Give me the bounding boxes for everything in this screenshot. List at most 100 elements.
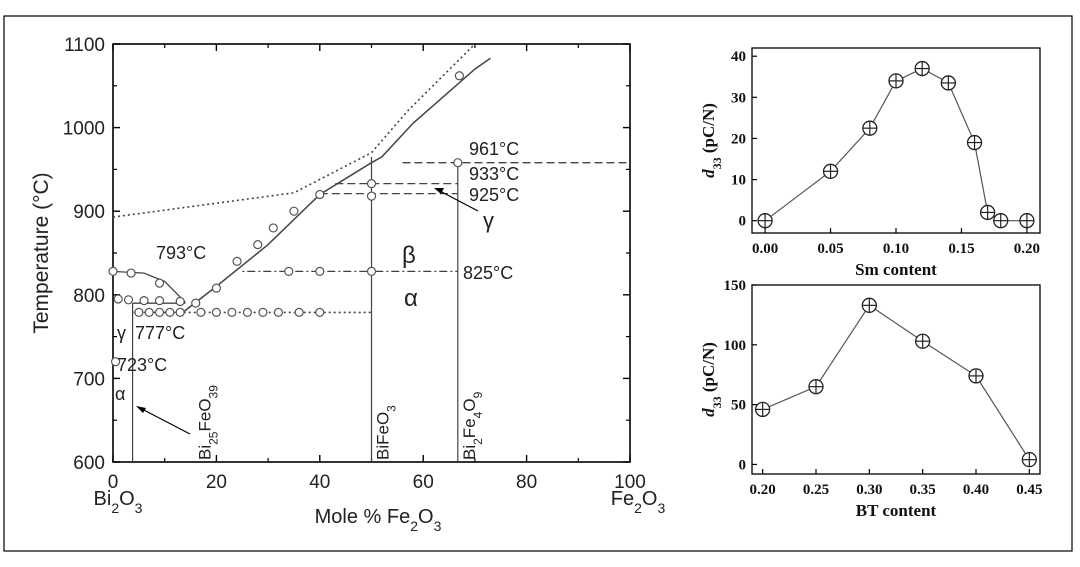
data-point-marker	[123, 295, 134, 305]
data-point-marker	[144, 307, 154, 317]
c1-x-axis-label: Sm content	[855, 260, 937, 279]
data-point-marker	[154, 278, 165, 288]
c2-xtick-label: 0.40	[963, 482, 989, 498]
pd-ytick-label: 1000	[63, 119, 105, 140]
c1-ytick-label: 20	[731, 131, 746, 147]
pd-x-end-label-right: Fe2O3	[611, 488, 666, 516]
c1-ytick-label: 0	[739, 214, 747, 230]
c1-data-marker	[993, 213, 1009, 229]
bi25feo39-arrow-head	[136, 406, 146, 413]
data-point-marker	[366, 191, 377, 201]
c1-data-marker	[914, 60, 930, 77]
c1-data-marker	[940, 75, 957, 91]
c1-data-marker	[757, 213, 773, 229]
c2-data-marker	[808, 379, 824, 395]
c1-data-marker	[979, 204, 996, 221]
c1-data-marker	[966, 134, 983, 151]
temperature-label: 933°C	[469, 164, 519, 184]
data-point-marker	[139, 296, 149, 306]
c1-xtick-label: 0.05	[817, 241, 843, 257]
pd-ytick-label: 900	[73, 202, 105, 223]
c1-ytick-label: 10	[731, 173, 746, 189]
c2-data-marker	[861, 297, 877, 313]
temperature-label: 777°C	[135, 323, 185, 343]
compound-label-bi2fe4o9: Bi2Fe4O9	[460, 391, 485, 460]
data-point-marker	[366, 179, 377, 189]
phase-diagram-points	[108, 71, 464, 367]
data-point-marker	[134, 307, 144, 317]
temperature-label: 825°C	[463, 263, 513, 283]
data-point-marker	[165, 307, 175, 317]
data-point-marker	[211, 307, 221, 317]
data-point-marker	[294, 307, 304, 317]
pd-x-end-label-left: Bi2O3	[94, 488, 143, 516]
d33-bt-chart: 0.20 0.25 0.30 0.35 0.40 0.45 0 50 100 150 BT cont…	[699, 278, 1042, 520]
data-point-marker	[175, 307, 185, 317]
data-point-marker	[268, 223, 278, 233]
data-point-marker	[315, 266, 325, 276]
temperature-label: 793°C	[156, 243, 206, 263]
pd-xtick-label: 80	[516, 472, 537, 493]
c2-xtick-label: 0.35	[910, 482, 936, 498]
c1-xtick-label: 0.00	[752, 241, 778, 257]
c2-data-marker	[755, 401, 771, 418]
data-point-marker	[284, 266, 294, 276]
data-point-marker	[126, 268, 136, 278]
phase-diagram-ticks: 0 20 40 60 80 100 600 700 800 900 1000 1100	[63, 35, 646, 493]
compound-label-bi25feo39: Bi25FeO39	[196, 385, 221, 460]
pd-xtick-label: 60	[413, 472, 434, 493]
pd-xtick-label: 0	[108, 472, 119, 493]
data-point-marker	[232, 256, 242, 266]
data-point-marker	[273, 307, 284, 317]
phase-diagram-labels: Temperature (°C) Mole % Fe2O3 Bi2O3 Fe2O3 Bi…	[30, 139, 665, 534]
data-point-marker	[454, 71, 464, 81]
data-point-marker	[211, 283, 221, 293]
c1-data-marker	[888, 73, 904, 89]
c1-data-marker	[862, 120, 878, 136]
c2-series-line	[762, 304, 1030, 460]
bi25feo39-arrow	[139, 407, 191, 435]
phase-diagram: 0 20 40 60 80 100 600 700 800 900 1000 1100 Tempera…	[30, 35, 665, 534]
c2-xtick-label: 0.20	[750, 482, 776, 498]
phase-diagram-lines	[112, 43, 630, 462]
data-point-marker	[315, 307, 325, 317]
data-point-marker	[154, 296, 165, 306]
c2-plot-area	[751, 284, 1041, 475]
pd-ytick-label: 1100	[64, 35, 105, 56]
phase-label: α	[115, 384, 125, 404]
c2-ytick-label: 100	[724, 338, 747, 354]
c1-y-axis-label: d33 (pC/N)	[699, 103, 724, 178]
phase-label: γ	[483, 208, 494, 233]
c2-ytick-label: 50	[731, 398, 746, 414]
temperature-label: 723°C	[117, 355, 167, 375]
c2-data-marker	[968, 368, 984, 384]
data-point-marker	[242, 307, 253, 317]
c2-xtick-label: 0.45	[1016, 482, 1042, 498]
pd-x-axis-label: Mole % Fe2O3	[315, 506, 442, 534]
pd-ytick-label: 800	[73, 286, 105, 307]
phase-label: β	[402, 242, 416, 269]
data-point-marker	[453, 158, 463, 168]
data-point-marker	[227, 307, 237, 317]
phase-label: γ	[117, 323, 126, 343]
pd-y-axis-label: Temperature (°C)	[30, 172, 53, 333]
temperature-label: 925°C	[469, 185, 519, 205]
pd-xtick-label: 100	[614, 472, 646, 493]
data-point-marker	[108, 266, 118, 276]
c1-ytick-label: 40	[731, 49, 746, 65]
pd-xtick-label: 40	[309, 472, 330, 493]
c2-xtick-label: 0.25	[803, 482, 829, 498]
c1-xtick-label: 0.10	[883, 241, 909, 257]
c1-series-line	[764, 67, 1027, 222]
data-point-marker	[253, 240, 263, 250]
data-point-marker	[154, 307, 165, 317]
c1-xtick-label: 0.20	[1014, 241, 1040, 257]
data-point-marker	[289, 206, 299, 216]
temperature-label: 961°C	[469, 139, 519, 159]
data-point-marker	[258, 307, 268, 317]
c1-xtick-label: 0.15	[948, 241, 974, 257]
d33-sm-chart: 0.00 0.05 0.10 0.15 0.20 0 10 20 30 40 Sm content d…	[699, 47, 1041, 279]
compound-label-bifeo3: BiFeO3	[374, 405, 399, 460]
data-point-marker	[110, 357, 121, 367]
c1-ytick-label: 30	[731, 90, 746, 106]
